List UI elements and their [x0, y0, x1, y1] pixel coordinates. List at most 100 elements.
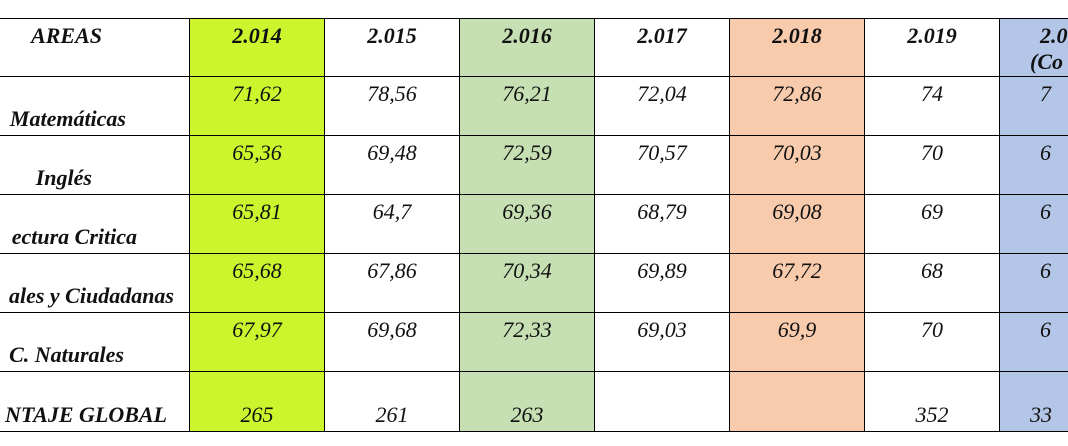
value-cell: 69,68 — [325, 313, 460, 372]
cell-text: 6 — [1040, 317, 1051, 342]
cell-text: 72,86 — [772, 81, 822, 106]
row-label-cell: Inglés — [0, 136, 190, 195]
cell-text: 265 — [240, 402, 274, 427]
cell-text: 7 — [1040, 81, 1051, 106]
cell-text: 2.0 — [1040, 23, 1068, 48]
value-cell: 6 — [1000, 313, 1068, 372]
cell-text: 67,86 — [367, 258, 417, 283]
cell-text: 68,79 — [637, 199, 687, 224]
cell-text: AREAS — [31, 23, 102, 48]
header-cell: 2.015 — [325, 18, 460, 77]
cell-text: 69,36 — [502, 199, 552, 224]
cell-text: 2.018 — [772, 23, 822, 48]
cell-text: 261 — [375, 402, 409, 427]
value-cell: 7 — [1000, 77, 1068, 136]
row-label-cell: C. Naturales — [0, 313, 190, 372]
value-cell: 70 — [865, 313, 1000, 372]
cell-text: 68 — [921, 258, 943, 283]
row-label-cell: NTAJE GLOBAL — [0, 372, 190, 432]
value-cell: 265 — [190, 372, 325, 432]
cell-text: 72,33 — [502, 317, 552, 342]
value-cell: 70,03 — [730, 136, 865, 195]
header-cell: 2.017 — [595, 18, 730, 77]
cell-text: 69,9 — [777, 317, 817, 342]
cell-text: 2.019 — [907, 23, 957, 48]
value-cell: 70,34 — [460, 254, 595, 313]
cell-text: 72,59 — [502, 140, 552, 165]
cell-text: (Co — [1030, 49, 1063, 74]
header-cell: 2.0 (Co — [1000, 18, 1068, 77]
cell-text: 2.015 — [367, 23, 417, 48]
cell-text: 69 — [921, 199, 943, 224]
row-label-cell: ectura Critica — [0, 195, 190, 254]
value-cell: 68,79 — [595, 195, 730, 254]
cell-text: 2.017 — [637, 23, 687, 48]
cell-text: 69,03 — [637, 317, 687, 342]
cell-text: Inglés — [35, 165, 92, 190]
value-cell — [730, 372, 865, 432]
cell-text: 67,72 — [772, 258, 822, 283]
header-cell: 2.014 — [190, 18, 325, 77]
value-cell: 68 — [865, 254, 1000, 313]
cell-text: 76,21 — [502, 81, 552, 106]
cell-text: 69,48 — [367, 140, 417, 165]
cell-text: 2.016 — [502, 23, 552, 48]
cell-text: Matemáticas — [9, 106, 126, 131]
cell-text: 70,57 — [637, 140, 687, 165]
value-cell: 6 — [1000, 254, 1068, 313]
value-cell: 261 — [325, 372, 460, 432]
cell-text: 33 — [1030, 402, 1052, 427]
cell-text: 78,56 — [367, 81, 417, 106]
value-cell: 65,36 — [190, 136, 325, 195]
cell-text: 70,03 — [772, 140, 822, 165]
cell-text: 67,97 — [232, 317, 282, 342]
value-cell: 69,48 — [325, 136, 460, 195]
cell-text: 70 — [921, 317, 943, 342]
value-cell: 69,08 — [730, 195, 865, 254]
value-cell: 6 — [1000, 195, 1068, 254]
value-cell: 69 — [865, 195, 1000, 254]
cell-text: 69,89 — [637, 258, 687, 283]
value-cell: 71,62 — [190, 77, 325, 136]
value-cell: 65,68 — [190, 254, 325, 313]
value-cell: 352 — [865, 372, 1000, 432]
value-cell: 72,86 — [730, 77, 865, 136]
cell-text: 352 — [915, 402, 949, 427]
value-cell: 64,7 — [325, 195, 460, 254]
cell-text: NTAJE GLOBAL — [5, 402, 167, 427]
cell-text: 69,08 — [772, 199, 822, 224]
value-cell — [595, 372, 730, 432]
value-cell: 78,56 — [325, 77, 460, 136]
value-cell: 72,04 — [595, 77, 730, 136]
cell-text: 64,7 — [372, 199, 412, 224]
cell-text: 6 — [1040, 199, 1051, 224]
value-cell: 67,97 — [190, 313, 325, 372]
header-cell: 2.019 — [865, 18, 1000, 77]
cell-text: 6 — [1040, 140, 1051, 165]
value-cell: 67,72 — [730, 254, 865, 313]
value-cell: 69,36 — [460, 195, 595, 254]
value-cell: 72,33 — [460, 313, 595, 372]
cell-text: 72,04 — [637, 81, 687, 106]
cell-text: 65,36 — [232, 140, 282, 165]
cell-text: 2.014 — [232, 23, 282, 48]
value-cell: 65,81 — [190, 195, 325, 254]
cell-text: 71,62 — [232, 81, 282, 106]
value-cell: 263 — [460, 372, 595, 432]
value-cell: 72,59 — [460, 136, 595, 195]
value-cell: 70 — [865, 136, 1000, 195]
value-cell: 33 — [1000, 372, 1068, 432]
cell-text: 6 — [1040, 258, 1051, 283]
cell-text: 65,81 — [232, 199, 282, 224]
cell-text: ales y Ciudadanas — [8, 283, 174, 308]
value-cell: 74 — [865, 77, 1000, 136]
row-label-cell: Matemáticas — [0, 77, 190, 136]
cell-text: 70,34 — [502, 258, 552, 283]
value-cell: 70,57 — [595, 136, 730, 195]
cell-text: 74 — [921, 81, 943, 106]
value-cell: 76,21 — [460, 77, 595, 136]
row-label-cell: ales y Ciudadanas — [0, 254, 190, 313]
value-cell: 69,9 — [730, 313, 865, 372]
cell-text: 69,68 — [367, 317, 417, 342]
